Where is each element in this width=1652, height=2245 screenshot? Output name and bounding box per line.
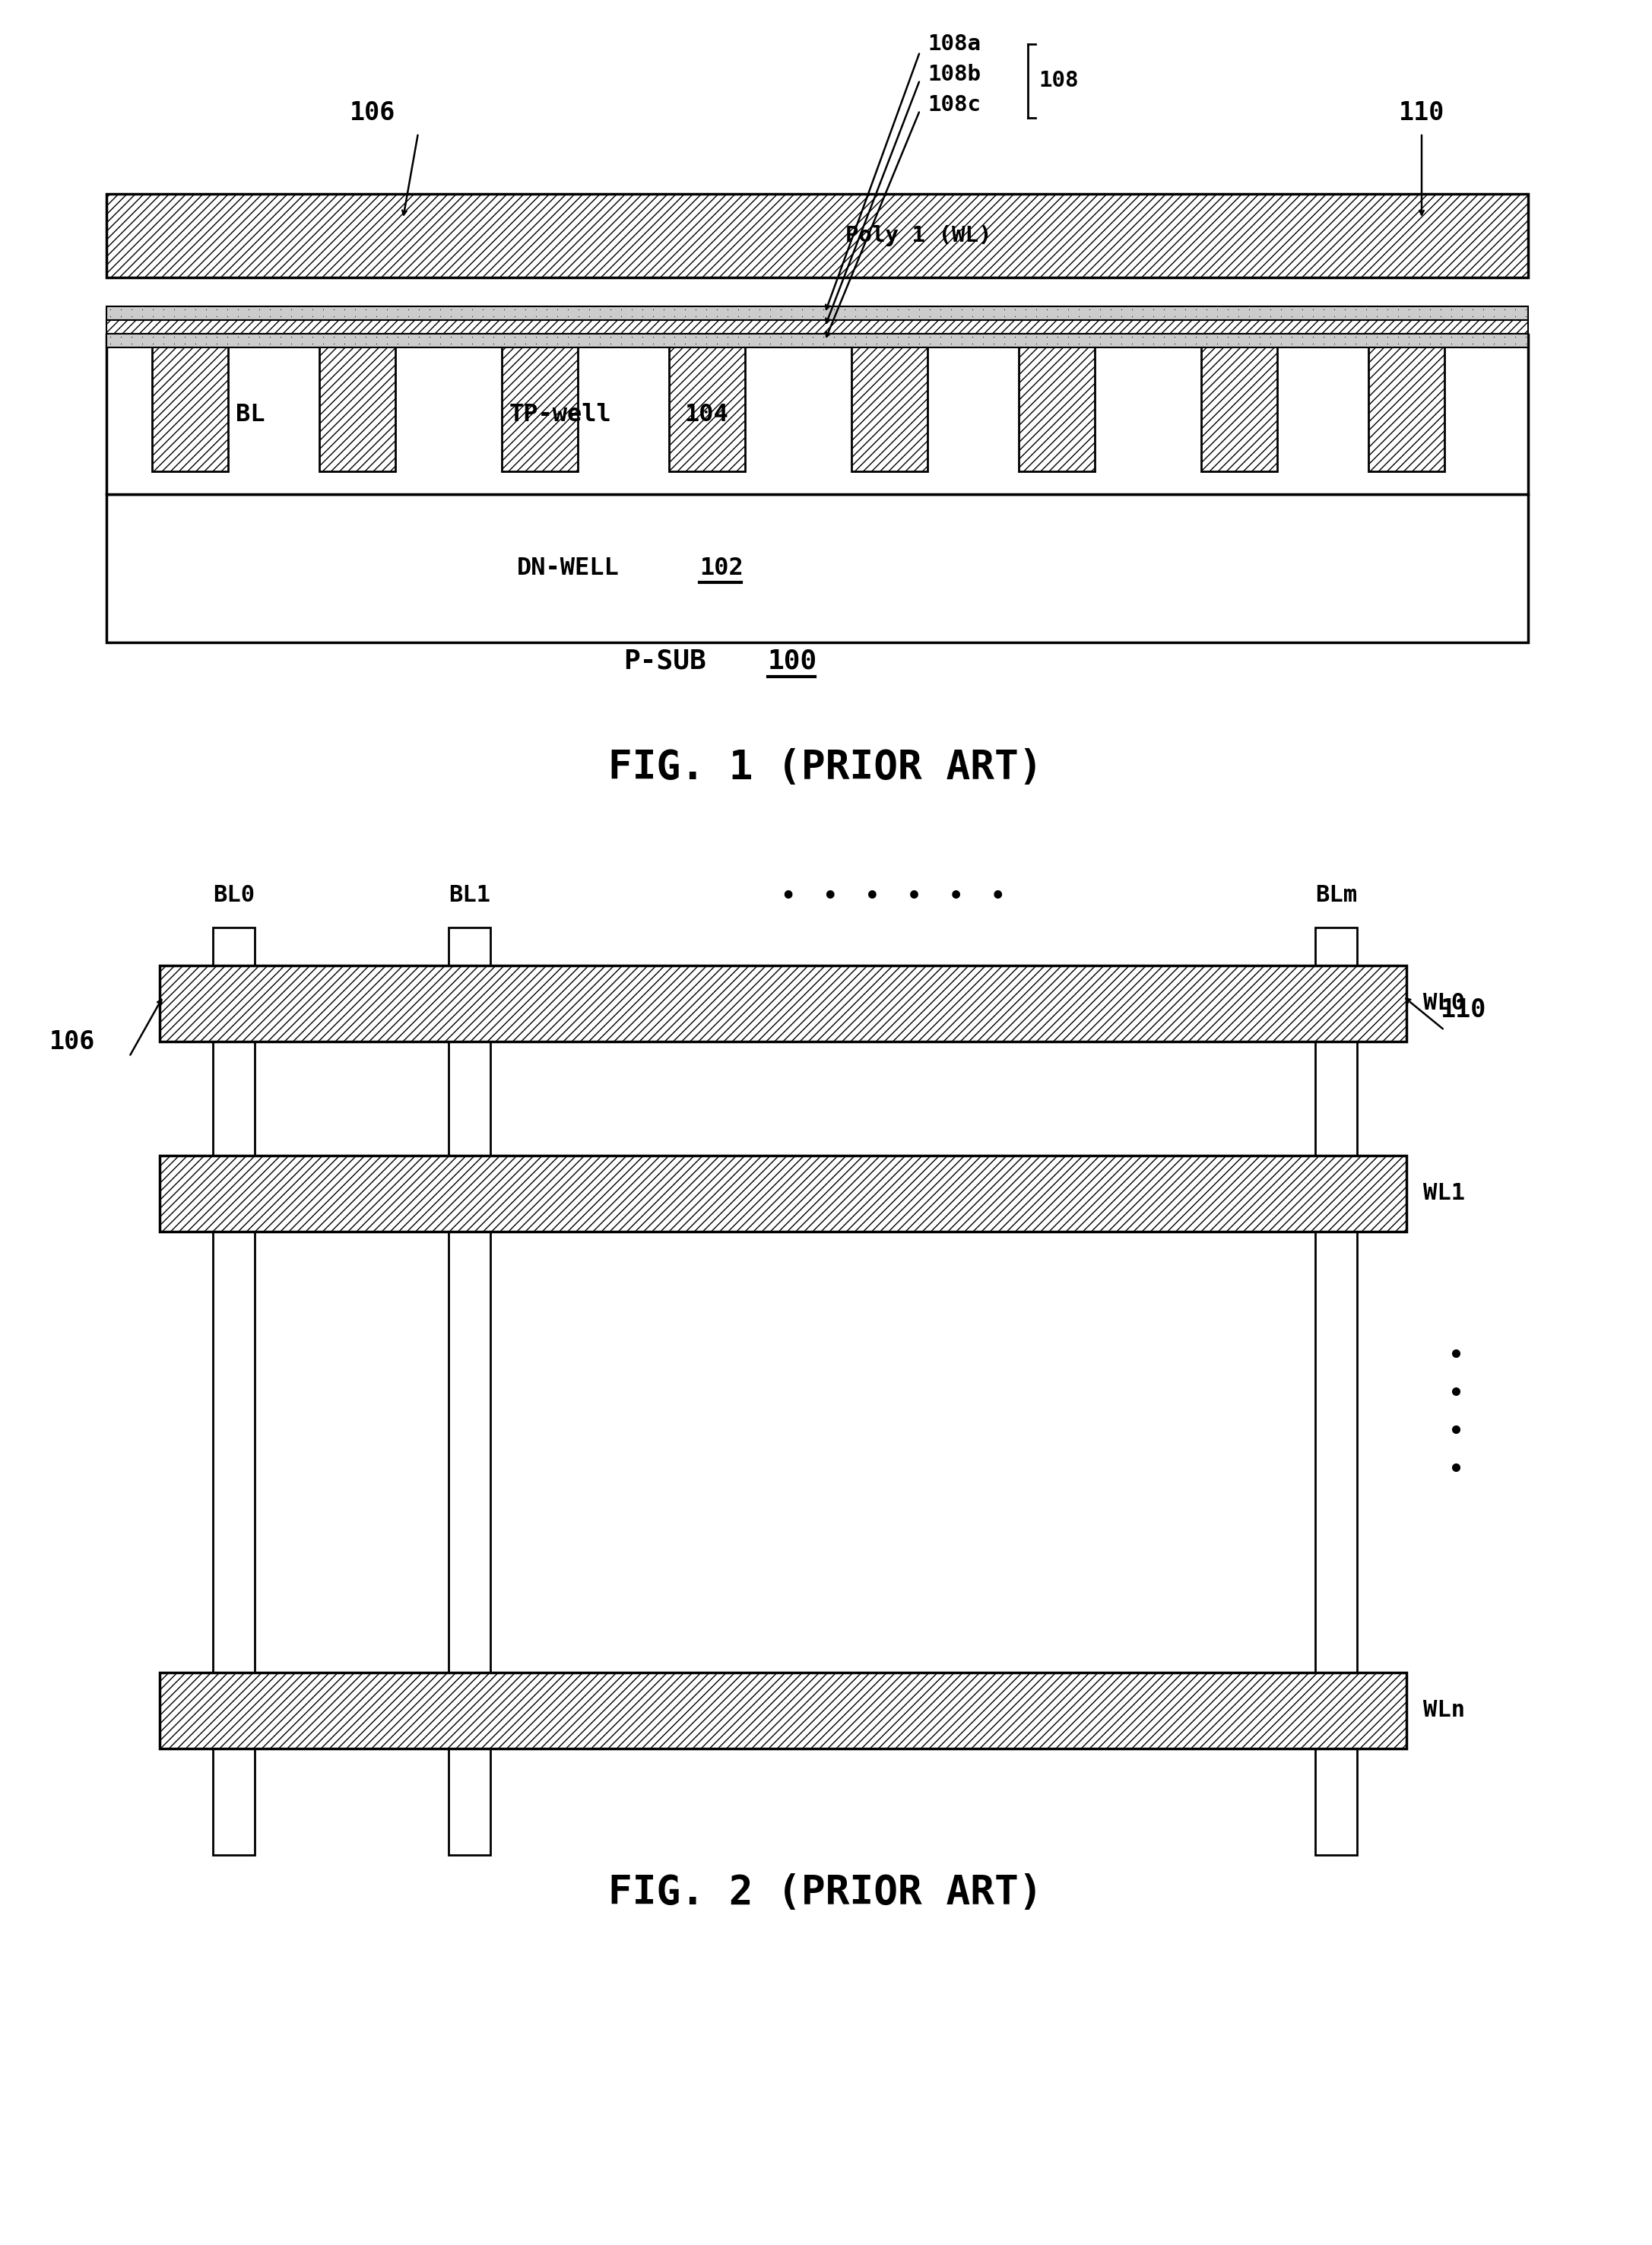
Text: 110: 110 bbox=[1441, 997, 1487, 1021]
Text: BLm: BLm bbox=[1315, 885, 1356, 907]
Text: 110: 110 bbox=[1399, 101, 1446, 126]
Bar bbox=[1201, 341, 1277, 471]
Bar bbox=[160, 1156, 1406, 1233]
Text: DN-WELL: DN-WELL bbox=[517, 557, 620, 579]
Bar bbox=[502, 341, 578, 471]
Bar bbox=[669, 341, 745, 471]
Bar bbox=[160, 1673, 1406, 1749]
Bar bbox=[152, 341, 228, 471]
Bar bbox=[213, 927, 254, 1854]
Text: P-SUB: P-SUB bbox=[623, 649, 705, 674]
Text: 106: 106 bbox=[350, 101, 395, 126]
Bar bbox=[106, 335, 1528, 348]
Bar bbox=[851, 341, 927, 471]
Text: 108a: 108a bbox=[927, 34, 981, 54]
Bar bbox=[449, 927, 491, 1854]
Text: BL1: BL1 bbox=[448, 885, 491, 907]
Bar bbox=[319, 341, 395, 471]
Text: •  •  •  •  •  •: • • • • • • bbox=[781, 887, 1004, 909]
Text: BL: BL bbox=[236, 402, 264, 427]
Text: BL0: BL0 bbox=[213, 885, 254, 907]
Text: FIG. 1 (PRIOR ART): FIG. 1 (PRIOR ART) bbox=[608, 748, 1042, 788]
Text: WL1: WL1 bbox=[1422, 1183, 1465, 1206]
Bar bbox=[160, 965, 1406, 1042]
Bar bbox=[1315, 927, 1356, 1854]
Text: 106: 106 bbox=[50, 1028, 96, 1055]
Bar bbox=[106, 321, 1528, 335]
Text: 108: 108 bbox=[1039, 70, 1079, 92]
Text: 104: 104 bbox=[684, 402, 729, 427]
Text: TP-well: TP-well bbox=[509, 402, 611, 427]
Text: WL0: WL0 bbox=[1422, 992, 1465, 1015]
Bar bbox=[106, 494, 1528, 642]
Text: WLn: WLn bbox=[1422, 1699, 1465, 1722]
Bar bbox=[106, 335, 1528, 494]
Text: Poly 1 (WL): Poly 1 (WL) bbox=[846, 224, 993, 247]
Bar bbox=[106, 305, 1528, 321]
Bar bbox=[1368, 341, 1444, 471]
Bar bbox=[1019, 341, 1095, 471]
Bar bbox=[106, 193, 1528, 278]
Text: 102: 102 bbox=[699, 557, 743, 579]
Text: FIG. 2 (PRIOR ART): FIG. 2 (PRIOR ART) bbox=[608, 1872, 1042, 1913]
Text: 108c: 108c bbox=[927, 94, 981, 114]
Text: 100: 100 bbox=[768, 649, 818, 674]
Text: 108b: 108b bbox=[927, 63, 981, 85]
